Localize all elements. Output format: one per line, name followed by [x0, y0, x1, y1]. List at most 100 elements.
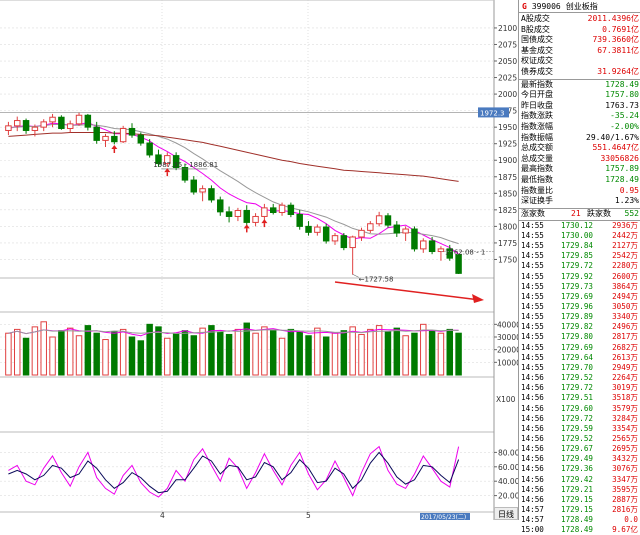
candle-body [402, 228, 409, 234]
volume-bar [269, 330, 277, 376]
volume-bar [102, 339, 109, 376]
marker-badge: G [522, 1, 527, 11]
volume-bars [5, 321, 462, 376]
candle-body [84, 114, 92, 128]
tick-price: 1729.49 [561, 454, 594, 464]
tick-price: 1728.49 [561, 515, 594, 525]
price-tick-label: 1825 [498, 206, 517, 215]
tick-time: 14:56 [521, 413, 544, 423]
volume-bar [93, 332, 100, 376]
tick-volume: 2887万 [612, 494, 638, 504]
volume-tick-label: 40000 [497, 320, 521, 329]
tick-price: 1729.59 [561, 423, 594, 433]
volume-bar [358, 333, 365, 376]
tick-row: 14:56 1729.49 3432万 [519, 454, 640, 464]
tick-price: 1729.60 [561, 403, 594, 413]
tick-volume: 3354万 [612, 423, 638, 433]
stat-value: 1.23% [614, 196, 639, 206]
candle-body [340, 235, 348, 249]
tick-time: 14:56 [521, 464, 544, 474]
stat-value: 0.95 [619, 185, 639, 195]
volume-bar [340, 330, 348, 376]
stat-value: 33056826 [600, 153, 639, 163]
tick-volume: 2442万 [612, 230, 638, 240]
price-tick-label: 2025 [498, 74, 517, 83]
volume-bar [331, 332, 339, 376]
tick-time: 15:00 [521, 525, 544, 535]
candle-body [155, 154, 162, 165]
tick-price: 1729.82 [561, 322, 594, 332]
volume-bar [172, 332, 180, 376]
tick-row: 14:56 1729.51 3518万 [519, 393, 640, 403]
kline-chart[interactable]: 2100207520502025200019751950192519001875… [0, 0, 640, 520]
index-stat-row: 昨日收盘 1763.73 [519, 101, 640, 112]
up-label: 涨家数 [521, 208, 545, 218]
tick-row: 14:55 1729.64 2613万 [519, 353, 640, 363]
tick-volume: 2949万 [612, 362, 638, 372]
tick-row: 14:55 1729.82 2496万 [519, 322, 640, 332]
tick-volume: 2127万 [612, 241, 638, 251]
stat-label: 总成交额 [521, 143, 553, 153]
tick-time: 14:55 [521, 291, 544, 301]
index-name: 创业板指 [565, 1, 598, 11]
tick-time: 14:57 [521, 515, 544, 525]
turnover-row: 国债成交 739.3660亿 [519, 35, 640, 46]
arrow-line [334, 281, 481, 301]
volume-bar [305, 335, 312, 376]
candle-body [296, 213, 303, 227]
tick-row: 14:56 1729.36 3076万 [519, 464, 640, 474]
candle-body [269, 207, 277, 213]
stat-value: 67.3811亿 [597, 45, 639, 55]
tick-price: 1729.67 [561, 444, 594, 454]
tick-volume: 2613万 [612, 352, 638, 362]
index-stat-row: 最低指数 1728.49 [519, 175, 640, 186]
tick-volume: 2264万 [612, 373, 638, 383]
candle-body [367, 223, 374, 231]
volume-tick-label: 30000 [497, 333, 521, 342]
tick-volume: 3340万 [612, 312, 638, 322]
candle-body [31, 126, 39, 131]
candle-body [437, 248, 445, 253]
volume-bar [455, 332, 462, 376]
index-stat-row: 指数量比 0.95 [519, 186, 640, 197]
tick-time: 14:55 [521, 261, 544, 271]
stat-value: -35.24 [610, 111, 639, 121]
index-stat-row: 最高指数 1757.89 [519, 164, 640, 175]
candle-body [322, 226, 330, 242]
tick-time: 14:56 [521, 403, 544, 413]
tick-row: 14:56 1729.15 2887万 [519, 495, 640, 505]
candle-body [66, 123, 74, 129]
stat-label: B股成交 [521, 24, 550, 34]
tick-volume: 0.0 [624, 515, 638, 525]
candle-body [164, 155, 171, 165]
volume-bar [75, 335, 83, 376]
volume-bar [252, 332, 259, 376]
tick-row: 14:55 1729.70 2949万 [519, 363, 640, 373]
tick-volume: 2600万 [612, 271, 638, 281]
tick-price: 1729.51 [561, 393, 594, 403]
volume-bar [349, 326, 356, 376]
stat-label: 基金成交 [521, 45, 553, 55]
candle-body [314, 226, 321, 233]
volume-bar [393, 327, 401, 376]
volume-bar [22, 337, 30, 376]
candle-body [14, 120, 21, 127]
stat-label: 权证成交 [521, 56, 553, 66]
index-stat-row: 总成交量 33056826 [519, 154, 640, 165]
tick-time: 14:55 [521, 322, 544, 332]
tick-time: 14:55 [521, 312, 544, 322]
range-label: 1987.35 - 1886.81 [153, 161, 218, 169]
candle-body [75, 114, 83, 125]
candle-body [5, 125, 12, 131]
volume-tick-label: 20000 [497, 346, 521, 355]
advance-decline: 涨家数 21 跌家数 552 [519, 209, 640, 220]
volume-tick-label: 10000 [497, 358, 521, 367]
quote-panel: G 399006 创业板指 A股成交 2011.4396亿 B股成交 0.7691亿国… [518, 0, 640, 534]
tick-time: 14:55 [521, 230, 544, 240]
tick-volume: 2816万 [612, 505, 638, 514]
period-tab-daily[interactable]: 日线 [494, 507, 518, 520]
divider [519, 207, 640, 209]
tick-row: 14:57 1729.15 2816万 [519, 505, 640, 515]
stat-value: 1763.73 [605, 100, 639, 110]
buy-signal-arrow [164, 168, 171, 173]
